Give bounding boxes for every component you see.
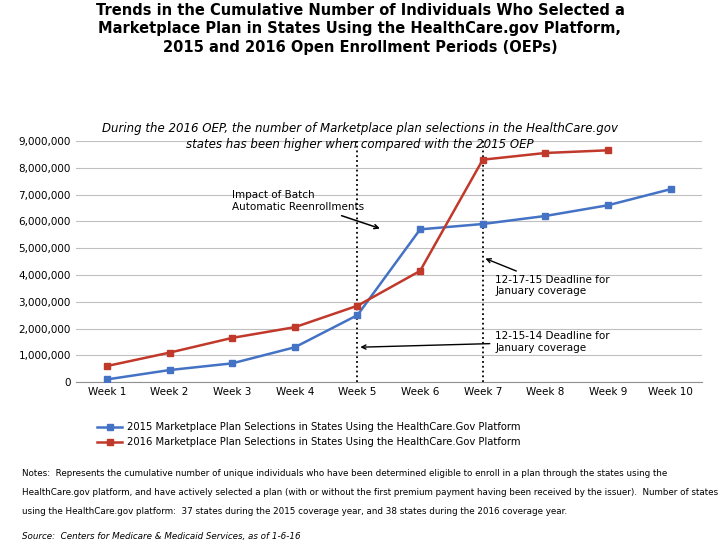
- Legend: 2015 Marketplace Plan Selections in States Using the HealthCare.Gov Platform, 20: 2015 Marketplace Plan Selections in Stat…: [93, 418, 525, 451]
- Text: Notes:  Represents the cumulative number of unique individuals who have been det: Notes: Represents the cumulative number …: [22, 469, 667, 478]
- Text: 12-15-14 Deadline for
January coverage: 12-15-14 Deadline for January coverage: [362, 331, 610, 353]
- Text: Trends in the Cumulative Number of Individuals Who Selected a
Marketplace Plan i: Trends in the Cumulative Number of Indiv…: [96, 3, 624, 55]
- Text: Source:  Centers for Medicare & Medicaid Services, as of 1-6-16: Source: Centers for Medicare & Medicaid …: [22, 532, 300, 541]
- Text: During the 2016 OEP, the number of Marketplace plan selections in the HealthCare: During the 2016 OEP, the number of Marke…: [102, 122, 618, 151]
- Text: using the HealthCare.gov platform:  37 states during the 2015 coverage year, and: using the HealthCare.gov platform: 37 st…: [22, 507, 567, 516]
- Text: HealthCare.gov platform, and have actively selected a plan (with or without the : HealthCare.gov platform, and have active…: [22, 488, 718, 497]
- Text: Impact of Batch
Automatic Reenrollments: Impact of Batch Automatic Reenrollments: [232, 190, 378, 229]
- Text: 12-17-15 Deadline for
January coverage: 12-17-15 Deadline for January coverage: [487, 259, 610, 296]
